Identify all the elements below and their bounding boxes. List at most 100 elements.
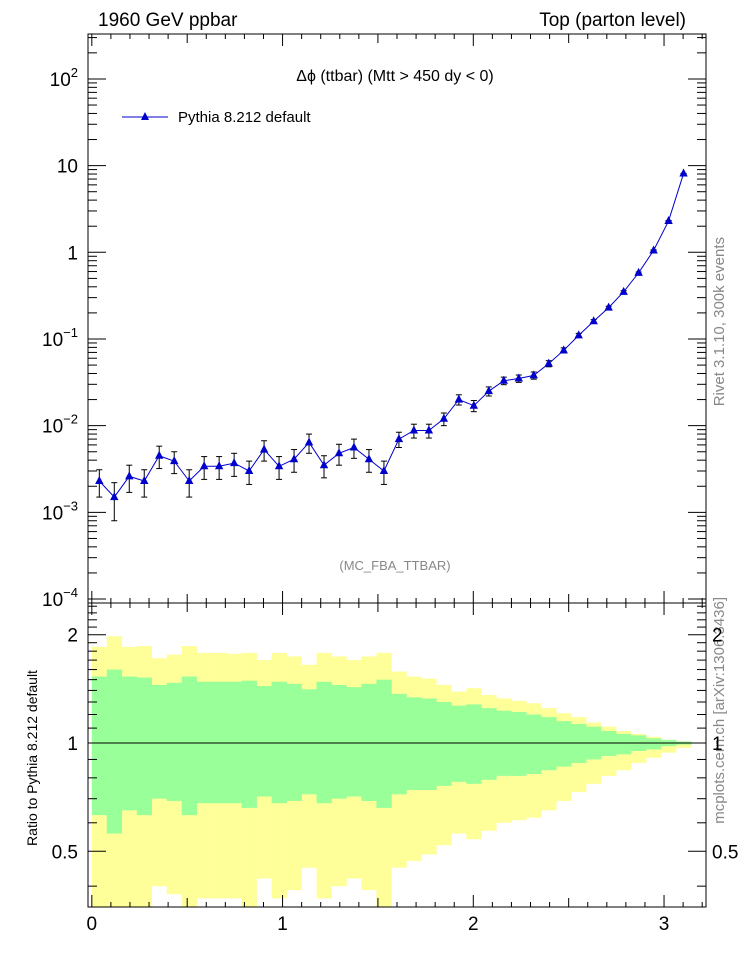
ratio-band-inner-13 xyxy=(286,683,302,801)
ratio-band-inner-10 xyxy=(241,680,257,808)
data-point-22 xyxy=(424,425,434,434)
ratio-band-inner-35 xyxy=(616,733,632,755)
data-point-35 xyxy=(619,286,628,295)
data-point-30 xyxy=(544,358,553,367)
data-point-23 xyxy=(439,413,449,422)
data-point-28 xyxy=(514,373,523,382)
ratio-band-inner-5 xyxy=(166,682,182,801)
data-point-32 xyxy=(574,330,583,339)
ratio-band-inner-28 xyxy=(511,711,527,776)
ratio-axes: 0.5 0.5 1 1 2 2 0 1 2 3 xyxy=(52,602,738,935)
ratio-band-inner-31 xyxy=(556,721,572,767)
ratio-ytick-label-left-1: 1 xyxy=(67,734,78,755)
ratio-band-inner-4 xyxy=(151,684,168,799)
main-ytick-label-1: 10−3 xyxy=(42,498,78,524)
main-axes: 10−4 10−3 10−2 10−1 1 10 102 xyxy=(42,33,707,611)
xtick-label-3: 3 xyxy=(659,914,670,935)
data-point-34 xyxy=(604,302,613,311)
ratio-band-inner-11 xyxy=(256,686,272,797)
ratio-band-inner-24 xyxy=(451,705,467,782)
data-point-15 xyxy=(319,460,329,469)
data-point-12 xyxy=(274,461,284,470)
ratio-ytick-label-left-0: 0.5 xyxy=(52,842,78,863)
data-point-6 xyxy=(184,475,194,484)
data-point-36 xyxy=(634,267,643,276)
series-line xyxy=(98,173,685,498)
data-point-18 xyxy=(364,454,374,463)
data-point-11 xyxy=(259,444,269,453)
ratio-band-inner-17 xyxy=(346,687,362,797)
ratio-band-inner-22 xyxy=(421,698,437,791)
main-ytick-label-0: 10−4 xyxy=(42,585,78,611)
data-point-3 xyxy=(140,475,149,484)
data-point-37 xyxy=(649,245,658,254)
ratio-band-inner-16 xyxy=(331,684,347,799)
data-point-21 xyxy=(409,425,419,434)
legend-marker xyxy=(141,112,149,120)
header-left: 1960 GeV ppbar xyxy=(98,10,238,31)
ratio-ytick-label-right-1: 1 xyxy=(712,734,723,755)
ratio-band-inner-37 xyxy=(646,738,662,750)
ratio-band-inner-6 xyxy=(181,676,197,816)
data-point-8 xyxy=(214,461,224,470)
ratio-band-inner-8 xyxy=(211,681,227,804)
xtick-label-2: 2 xyxy=(468,914,479,935)
data-point-7 xyxy=(199,461,209,470)
ratio-ytick-label-left-2: 2 xyxy=(67,626,78,647)
ratio-ytick-label-right-2: 2 xyxy=(712,626,723,647)
main-ytick-label-6: 102 xyxy=(50,65,78,91)
legend: Pythia 8.212 default xyxy=(122,109,311,126)
data-point-31 xyxy=(559,345,568,354)
main-ytick-label-4: 1 xyxy=(67,243,78,264)
data-point-17 xyxy=(349,442,359,451)
data-point-38 xyxy=(664,215,673,224)
legend-label: Pythia 8.212 default xyxy=(178,109,311,126)
ratio-band-inner-19 xyxy=(376,679,392,808)
ratio-band-inner-29 xyxy=(526,714,542,774)
ratio-band-inner-25 xyxy=(466,704,482,784)
data-point-33 xyxy=(589,316,598,325)
rivet-label: Rivet 3.1.10, 300k events xyxy=(711,237,728,406)
main-series-layer xyxy=(95,168,688,522)
data-point-4 xyxy=(155,450,164,459)
ratio-band-inner-26 xyxy=(481,708,497,780)
data-point-19 xyxy=(379,465,389,474)
ratio-band-inner-14 xyxy=(301,689,317,795)
ratio-band-inner-20 xyxy=(391,693,407,795)
ratio-band-outer-39 xyxy=(676,741,692,748)
main-ytick-label-3: 10−1 xyxy=(42,325,78,351)
data-point-0 xyxy=(95,475,104,484)
main-ytick-label-5: 10 xyxy=(57,157,78,178)
data-point-16 xyxy=(334,448,344,457)
data-point-29 xyxy=(529,370,538,379)
main-ytick-label-2: 10−2 xyxy=(42,412,78,438)
chart-title: Δϕ (ttbar) (Mtt > 450 dy < 0) xyxy=(296,68,494,85)
ratio-band-inner-23 xyxy=(436,702,452,786)
xtick-label-0: 0 xyxy=(87,914,98,935)
analysis-tag: (MC_FBA_TTBAR) xyxy=(339,558,450,573)
ratio-band-inner-1 xyxy=(106,669,123,834)
ratio-band-inner-9 xyxy=(226,681,242,804)
ratio-band-inner-34 xyxy=(601,730,617,757)
ratio-band-inner-30 xyxy=(541,717,557,771)
header-right: Top (parton level) xyxy=(539,10,686,31)
ratio-band-inner-18 xyxy=(361,683,377,801)
data-point-27 xyxy=(499,375,508,384)
ratio-band-inner-7 xyxy=(196,681,212,804)
data-point-2 xyxy=(125,471,134,480)
ratio-band-inner-15 xyxy=(316,681,332,804)
xtick-label-1: 1 xyxy=(277,914,288,935)
ratio-band-inner-21 xyxy=(406,697,422,791)
source-label: mcplots.cern.ch [arXiv:1306.3436] xyxy=(711,597,728,824)
data-point-26 xyxy=(484,386,494,395)
ratio-band-inner-12 xyxy=(271,681,287,804)
data-point-20 xyxy=(394,434,404,443)
ratio-ytick-label-right-0: 0.5 xyxy=(712,842,738,863)
data-point-13 xyxy=(289,454,299,463)
data-point-1 xyxy=(110,492,119,501)
data-point-25 xyxy=(469,400,479,409)
data-point-14 xyxy=(304,437,314,446)
data-point-10 xyxy=(244,465,254,474)
data-point-5 xyxy=(170,456,179,465)
